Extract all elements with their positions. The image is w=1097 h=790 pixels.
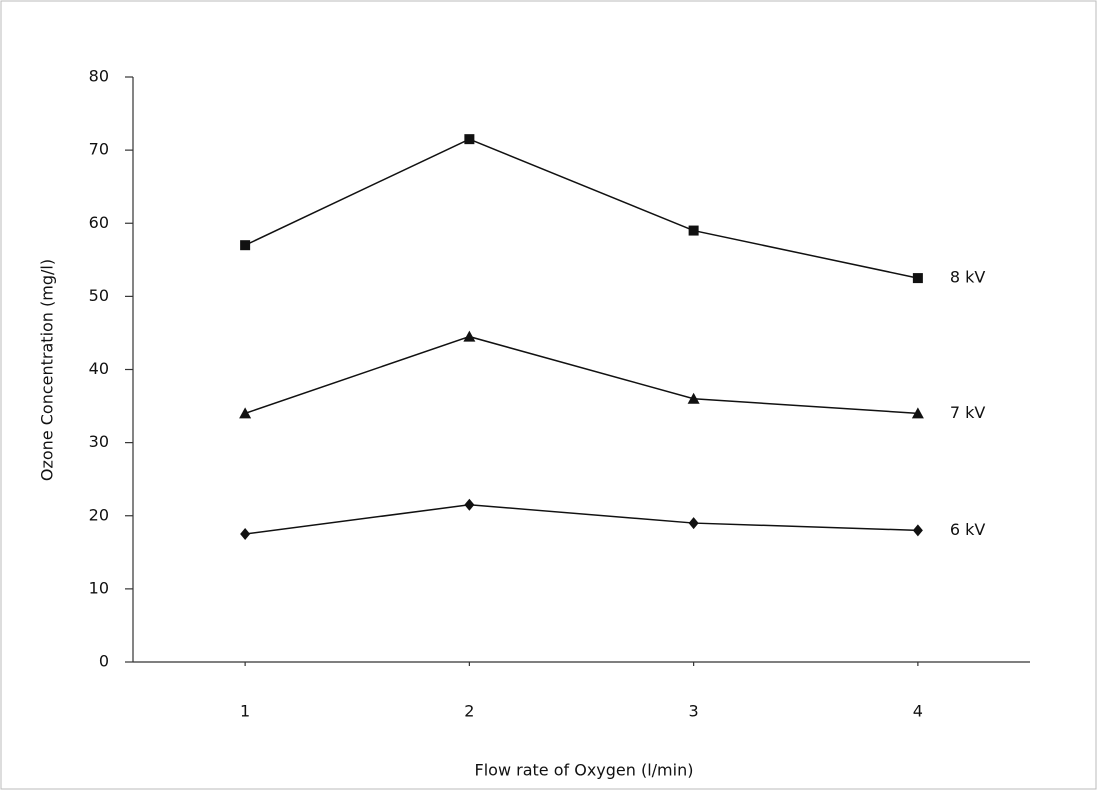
y-tick-label: 30 [89, 432, 109, 451]
marker [240, 528, 250, 540]
y-tick-label: 20 [89, 505, 109, 524]
marker [689, 517, 699, 529]
y-tick-label: 0 [99, 652, 109, 671]
y-axis-label: Ozone Concentration (mg/l) [38, 259, 57, 481]
marker [239, 407, 251, 418]
x-tick-label: 1 [240, 702, 250, 721]
chart: Flow rate of Oxygen (l/min) Ozone Concen… [0, 0, 1097, 790]
frame [1, 1, 1096, 789]
series-line [245, 139, 918, 278]
marker [913, 524, 923, 536]
x-tick-label: 3 [689, 702, 699, 721]
marker [464, 134, 474, 144]
x-tick-label: 2 [464, 702, 474, 721]
marker [240, 240, 250, 250]
y-tick-label: 40 [89, 359, 109, 378]
series-label: 6 kV [950, 520, 986, 539]
series-label: 8 kV [950, 268, 986, 287]
marker [913, 273, 923, 283]
marker [463, 331, 475, 342]
marker [464, 499, 474, 511]
series-label: 7 kV [950, 403, 986, 422]
x-tick-label: 4 [913, 702, 923, 721]
series-line [245, 505, 918, 534]
x-axis-label: Flow rate of Oxygen (l/min) [475, 761, 694, 780]
marker [689, 226, 699, 236]
y-tick-label: 50 [89, 286, 109, 305]
y-tick-label: 70 [89, 140, 109, 159]
y-tick-label: 80 [89, 67, 109, 86]
y-tick-label: 10 [89, 578, 109, 597]
y-tick-label: 60 [89, 213, 109, 232]
series-line [245, 337, 918, 414]
